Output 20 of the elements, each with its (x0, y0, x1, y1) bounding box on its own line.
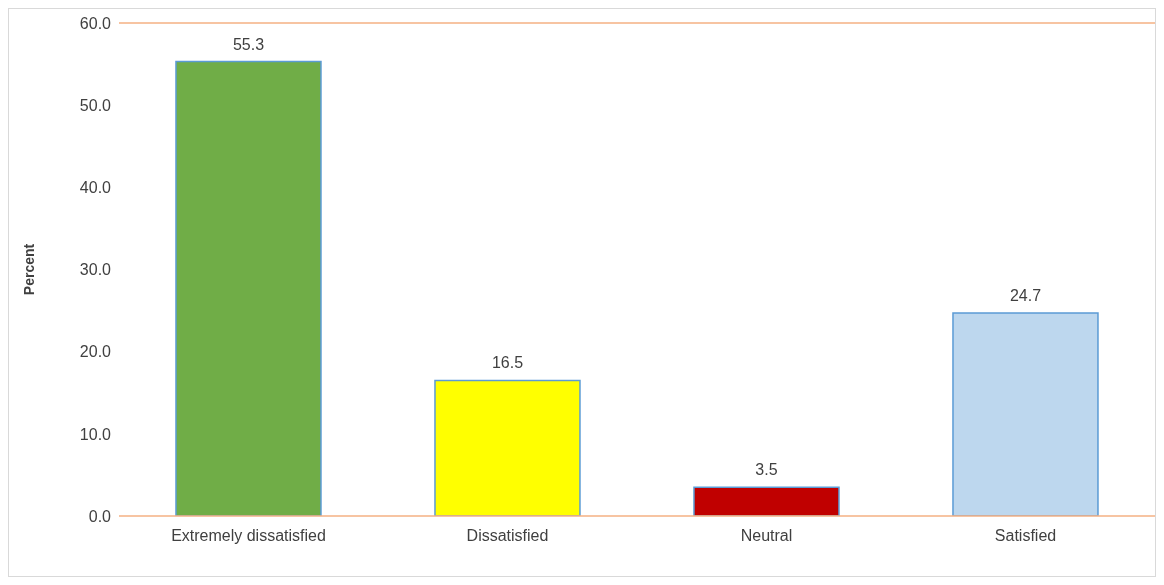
bar (952, 312, 1099, 516)
bar (175, 60, 322, 516)
y-axis-title: Percent (20, 243, 37, 296)
data-label: 24.7 (1009, 287, 1042, 305)
data-label: 16.5 (491, 354, 524, 372)
y-tick-label: 40.0 (79, 179, 112, 197)
y-tick-label: 10.0 (79, 425, 112, 443)
x-tick-label: Satisfied (994, 527, 1057, 545)
x-tick-label: Neutral (740, 527, 793, 545)
bar (434, 379, 581, 516)
y-tick-label: 60.0 (79, 14, 112, 32)
bar (693, 486, 840, 516)
y-tick-label: 20.0 (79, 343, 112, 361)
data-label: 3.5 (755, 461, 778, 479)
x-tick-label: Extremely dissatisfied (171, 527, 326, 545)
y-tick-label: 0.0 (88, 507, 112, 525)
data-label: 55.3 (232, 35, 265, 53)
y-tick-label: 50.0 (79, 96, 112, 114)
x-tick-label: Dissatisfied (466, 527, 549, 545)
y-tick-label: 30.0 (79, 261, 112, 279)
